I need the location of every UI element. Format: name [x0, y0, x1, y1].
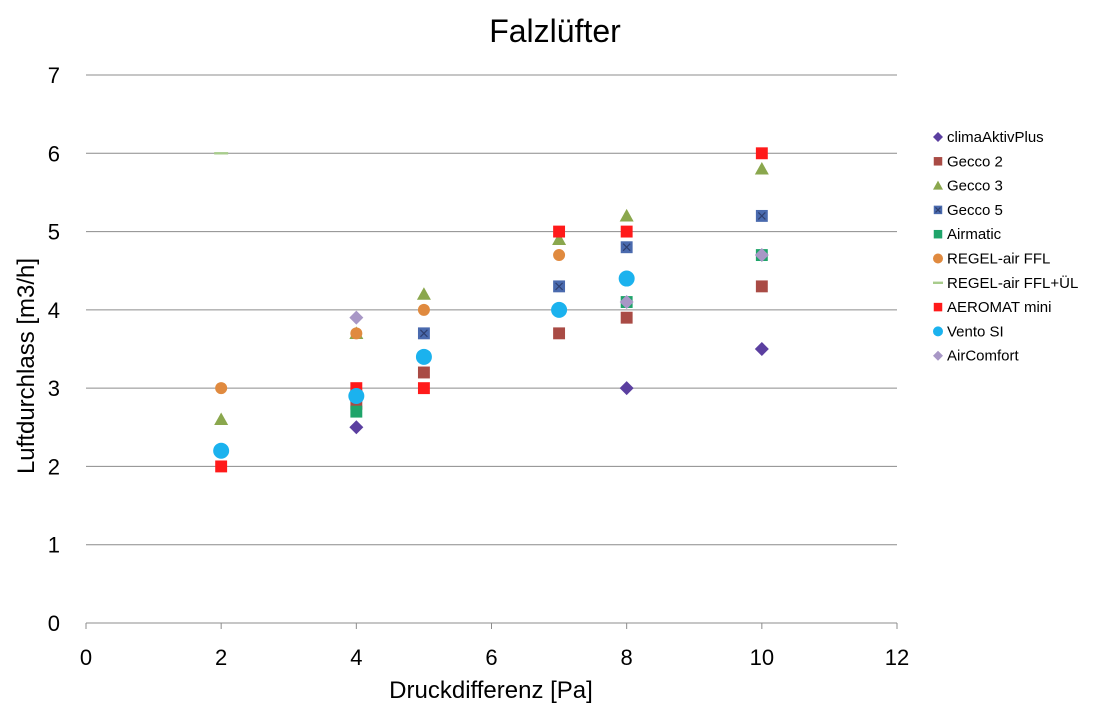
data-point — [215, 382, 228, 395]
x-axis-label: Druckdifferenz [Pa] — [389, 677, 593, 703]
legend-marker — [933, 132, 943, 142]
data-point — [754, 161, 769, 175]
data-point — [350, 405, 363, 418]
data-point — [553, 225, 566, 238]
y-tick-label: 1 — [48, 533, 60, 558]
y-tick-label: 3 — [48, 376, 60, 401]
data-point — [416, 287, 431, 300]
x-tick-label: 12 — [885, 645, 909, 670]
data-points — [213, 147, 769, 473]
legend-marker — [933, 350, 943, 361]
data-point — [552, 232, 567, 245]
y-tick-labels: 0 1 2 3 4 5 6 7 — [48, 63, 60, 636]
x-tick-label: 0 — [80, 645, 92, 670]
legend-item: climaAktivPlus — [933, 129, 1044, 146]
legend-label: AirComfort — [947, 348, 1020, 365]
legend-item: Gecco 5 — [933, 202, 1003, 219]
data-point — [619, 381, 634, 396]
data-point — [755, 209, 768, 222]
x-tick-label: 6 — [485, 645, 497, 670]
data-point — [215, 460, 228, 473]
data-point — [214, 412, 229, 426]
data-point — [417, 366, 430, 379]
legend-label: AEROMAT mini — [947, 299, 1051, 316]
data-point — [553, 327, 566, 340]
legend-label: REGEL-air FFL+ÜL — [947, 274, 1078, 292]
data-point — [553, 249, 566, 262]
y-tick-label: 7 — [48, 63, 60, 88]
data-point — [349, 420, 364, 435]
data-point — [417, 382, 430, 395]
data-point — [213, 442, 230, 459]
grid-lines — [86, 74, 897, 546]
data-point — [754, 342, 769, 356]
data-point — [349, 310, 364, 325]
x-tick-label: 4 — [350, 645, 362, 670]
legend-item: Airmatic — [933, 226, 1002, 243]
legend-item: REGEL-air FFL — [933, 251, 1050, 268]
data-point — [350, 327, 363, 340]
chart-title: Falzlüfter — [489, 13, 621, 49]
y-tick-label: 2 — [48, 454, 60, 479]
legend-label: Gecco 2 — [947, 153, 1003, 170]
data-point — [620, 225, 633, 238]
legend-item: Gecco 2 — [933, 153, 1003, 170]
legend: climaAktivPlus Gecco 2 Gecco 3 Gecco 5 Airma… — [933, 129, 1078, 365]
data-point — [755, 147, 768, 160]
legend-label: Gecco 5 — [947, 202, 1003, 219]
y-tick-label: 0 — [48, 611, 60, 636]
legend-marker — [933, 281, 943, 284]
data-point — [415, 348, 432, 365]
legend-item: AEROMAT mini — [933, 299, 1051, 316]
x-tick-label: 2 — [215, 645, 227, 670]
y-axis-label: Luftdurchlass [m3/h] — [13, 258, 40, 474]
legend-label: Gecco 3 — [947, 178, 1003, 195]
legend-marker — [933, 253, 943, 264]
y-tick-label: 4 — [48, 298, 60, 323]
data-point — [348, 387, 365, 404]
legend-item: AirComfort — [933, 348, 1020, 365]
legend-item: REGEL-air FFL+ÜL — [933, 274, 1078, 292]
data-point — [214, 152, 229, 155]
data-point — [553, 280, 566, 293]
x-tick-labels: 0 2 4 6 8 10 12 — [80, 623, 909, 670]
data-point — [754, 248, 769, 263]
legend-marker — [933, 326, 943, 337]
legend-label: Airmatic — [947, 226, 1002, 243]
data-point — [620, 311, 633, 324]
data-point — [551, 301, 568, 318]
data-point — [619, 208, 634, 222]
data-point — [417, 327, 430, 340]
x-tick-label: 8 — [621, 645, 633, 670]
legend-marker — [933, 205, 943, 215]
data-point — [620, 241, 633, 254]
data-point — [417, 303, 430, 316]
legend-marker — [933, 229, 943, 239]
data-point — [755, 280, 768, 293]
legend-marker — [933, 180, 943, 190]
data-point — [618, 270, 635, 287]
legend-marker — [933, 157, 943, 166]
legend-marker — [933, 302, 943, 312]
x-tick-label: 10 — [750, 645, 774, 670]
legend-item: Gecco 3 — [933, 178, 1003, 195]
legend-label: Vento SI — [947, 323, 1004, 340]
y-tick-label: 6 — [48, 141, 60, 166]
data-point — [619, 295, 634, 310]
legend-label: climaAktivPlus — [947, 129, 1044, 146]
legend-item: Vento SI — [933, 323, 1004, 340]
y-tick-label: 5 — [48, 220, 60, 245]
legend-label: REGEL-air FFL — [947, 251, 1050, 268]
